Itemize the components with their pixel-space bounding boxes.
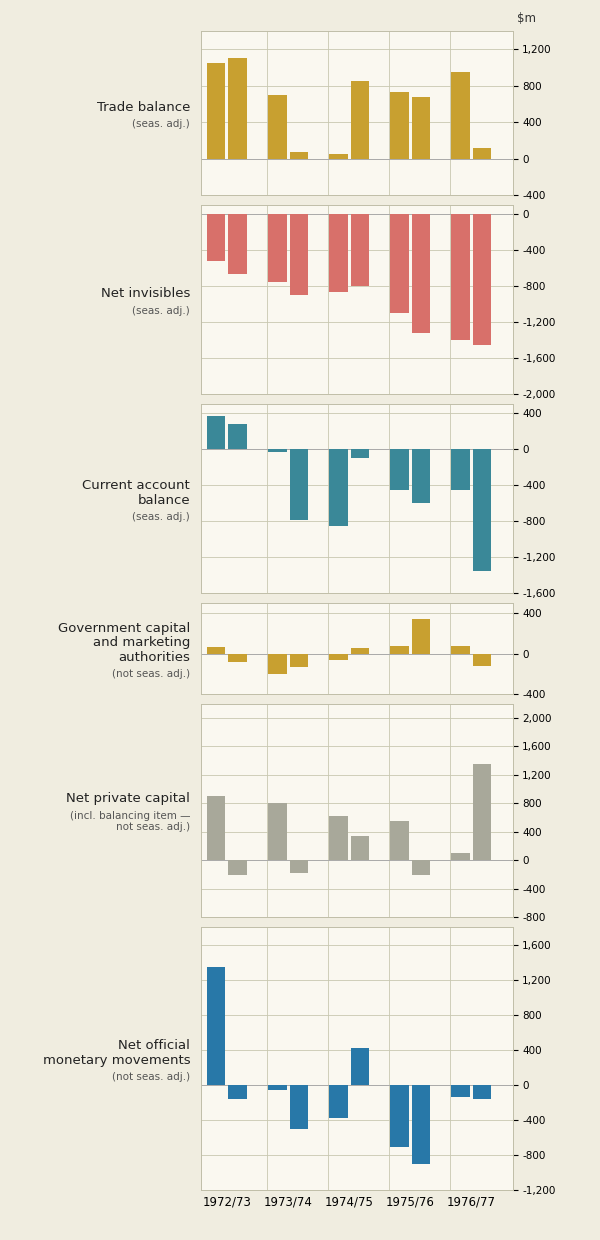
Bar (350, 215, 369, 286)
Bar (290, 449, 308, 520)
Text: authorities: authorities (118, 651, 190, 663)
Bar (268, 653, 287, 673)
Text: Current account: Current account (82, 479, 190, 492)
Bar (329, 154, 347, 159)
Bar (473, 653, 491, 666)
Text: $m: $m (517, 12, 536, 25)
Bar (268, 1085, 287, 1090)
Text: Government capital: Government capital (58, 621, 190, 635)
Bar (229, 424, 247, 449)
Bar (329, 653, 347, 660)
Bar (451, 449, 470, 490)
Bar (473, 215, 491, 345)
Bar (207, 796, 226, 861)
Bar (391, 215, 409, 314)
Bar (229, 861, 247, 874)
Bar (412, 449, 430, 503)
Bar (290, 861, 308, 873)
Bar (207, 646, 226, 653)
Bar (268, 215, 287, 281)
Bar (350, 82, 369, 159)
Bar (207, 63, 226, 159)
Bar (229, 58, 247, 159)
Bar (350, 836, 369, 861)
Bar (350, 1048, 369, 1085)
Text: balance: balance (137, 494, 190, 507)
Bar (268, 804, 287, 861)
Bar (391, 1085, 409, 1147)
Bar (290, 215, 308, 295)
Bar (451, 72, 470, 159)
Bar (473, 764, 491, 861)
Bar (329, 1085, 347, 1118)
Bar (290, 151, 308, 159)
Bar (451, 646, 470, 653)
Bar (473, 148, 491, 159)
Text: Net private capital: Net private capital (67, 792, 190, 805)
Bar (268, 449, 287, 453)
Text: (incl. balancing item —: (incl. balancing item — (70, 811, 190, 821)
Bar (229, 1085, 247, 1099)
Bar (412, 861, 430, 874)
Bar (412, 215, 430, 334)
Bar (451, 853, 470, 861)
Text: Trade balance: Trade balance (97, 100, 190, 114)
Bar (391, 821, 409, 861)
Bar (207, 417, 226, 449)
Bar (412, 1085, 430, 1164)
Bar (451, 1085, 470, 1096)
Text: not seas. adj.): not seas. adj.) (116, 822, 190, 832)
Text: and marketing: and marketing (93, 636, 190, 650)
Bar (412, 97, 430, 159)
Text: (seas. adj.): (seas. adj.) (133, 119, 190, 129)
Text: monetary movements: monetary movements (43, 1054, 190, 1066)
Bar (473, 449, 491, 570)
Bar (412, 620, 430, 653)
Bar (329, 816, 347, 861)
Bar (329, 449, 347, 526)
Bar (391, 646, 409, 653)
Text: (seas. adj.): (seas. adj.) (133, 512, 190, 522)
Text: (seas. adj.): (seas. adj.) (133, 306, 190, 316)
Bar (391, 449, 409, 490)
Text: (not seas. adj.): (not seas. adj.) (112, 1073, 190, 1083)
Bar (350, 647, 369, 653)
Bar (290, 1085, 308, 1128)
Bar (329, 215, 347, 291)
Bar (350, 449, 369, 459)
Text: Net invisibles: Net invisibles (101, 288, 190, 300)
Bar (391, 92, 409, 159)
Text: (not seas. adj.): (not seas. adj.) (112, 670, 190, 680)
Bar (268, 95, 287, 159)
Bar (207, 215, 226, 262)
Bar (229, 215, 247, 274)
Bar (451, 215, 470, 341)
Text: Net official: Net official (118, 1039, 190, 1053)
Bar (290, 653, 308, 667)
Bar (229, 653, 247, 662)
Bar (207, 967, 226, 1085)
Bar (473, 1085, 491, 1099)
